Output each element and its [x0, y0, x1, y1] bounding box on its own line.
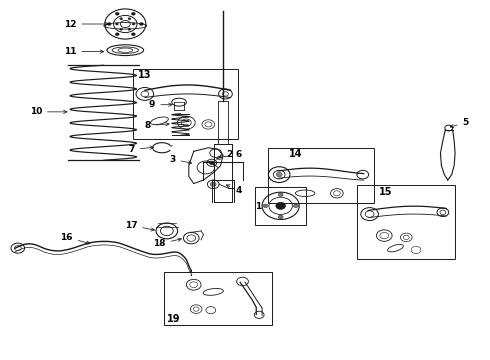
Circle shape — [116, 23, 119, 25]
Circle shape — [115, 33, 119, 36]
Text: 2: 2 — [217, 150, 233, 159]
Circle shape — [131, 33, 135, 36]
Text: 11: 11 — [64, 47, 103, 56]
Circle shape — [132, 23, 135, 25]
Text: 19: 19 — [168, 314, 181, 324]
Text: 6: 6 — [220, 150, 242, 159]
Circle shape — [278, 193, 283, 197]
Bar — [164, 272, 272, 325]
Circle shape — [263, 204, 268, 208]
Circle shape — [128, 18, 131, 20]
Text: 15: 15 — [379, 187, 392, 197]
Text: 10: 10 — [30, 107, 67, 116]
Text: 4: 4 — [226, 185, 242, 194]
Circle shape — [120, 28, 122, 30]
Circle shape — [210, 182, 216, 186]
Text: 18: 18 — [153, 238, 181, 248]
Text: 3: 3 — [170, 155, 192, 164]
Text: 7: 7 — [128, 145, 153, 154]
Text: 5: 5 — [450, 118, 468, 128]
Text: 12: 12 — [64, 19, 108, 28]
Circle shape — [120, 18, 122, 20]
Text: 16: 16 — [60, 233, 90, 244]
Text: 14: 14 — [289, 149, 302, 159]
Circle shape — [115, 12, 119, 15]
Text: 8: 8 — [144, 121, 169, 130]
Circle shape — [209, 161, 214, 165]
Circle shape — [278, 215, 283, 219]
Circle shape — [276, 202, 286, 210]
Circle shape — [294, 204, 298, 208]
Text: 9: 9 — [149, 100, 172, 109]
Bar — [357, 185, 455, 259]
Text: 13: 13 — [138, 70, 151, 80]
Circle shape — [276, 172, 282, 177]
Circle shape — [140, 23, 144, 26]
Text: 17: 17 — [125, 221, 154, 231]
Bar — [133, 69, 238, 139]
Bar — [269, 148, 373, 203]
Text: 1: 1 — [255, 202, 261, 211]
Circle shape — [128, 28, 131, 30]
Circle shape — [107, 23, 111, 26]
Bar — [255, 187, 306, 225]
Circle shape — [131, 12, 135, 15]
